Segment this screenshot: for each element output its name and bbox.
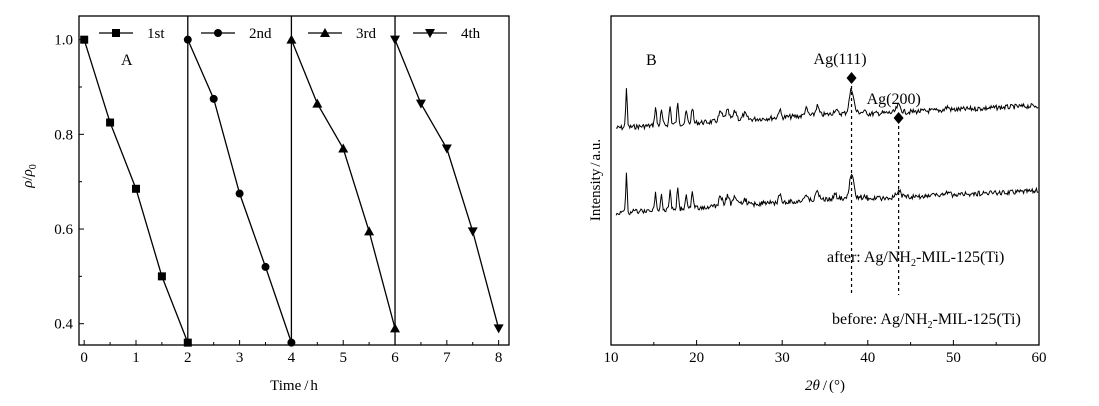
panel-a-legend: 1st 2nd 3rd 4th (99, 26, 481, 42)
data-point-1st (131, 184, 140, 193)
x-tick-label: 20 (689, 350, 704, 366)
panel-b-xrd-patterns: 10 20 30 40 50 60 Ag(111) Ag(200) B after: Ag/… (588, 15, 1047, 394)
xrd-curve-after (615, 87, 1039, 131)
peak-diamond-marker (893, 112, 904, 124)
xrd-curve-before (615, 172, 1039, 216)
data-point-1st (157, 272, 166, 281)
panel-b-curves (615, 87, 1039, 216)
data-point-2nd (261, 262, 270, 271)
panel-a-label: A (121, 52, 133, 69)
y-tick-label: 1.0 (54, 33, 73, 49)
y-tick-label: 0.4 (54, 317, 73, 333)
panel-a-x-ticks: 0 1 2 3 4 5 6 7 8 (80, 340, 502, 366)
y-tick-label: 0.8 (54, 127, 73, 143)
legend-marker-3rd (320, 28, 330, 37)
x-tick-label: 30 (775, 350, 790, 366)
panel-a-degradation-cycles: 0 1 2 3 4 5 6 7 8 0.4 0.6 0.8 1.0 1st 2nd 3rd 4th A Ti… (20, 15, 510, 394)
data-point-4th (467, 227, 478, 237)
data-point-3rd (390, 323, 401, 333)
legend-label-2nd: 2nd (249, 26, 272, 42)
data-point-2nd (287, 338, 296, 347)
x-tick-label: 1 (132, 350, 140, 366)
data-point-1st (106, 118, 115, 127)
peak-label: Ag(200) (867, 91, 921, 108)
data-point-2nd (183, 35, 192, 44)
x-tick-label: 5 (339, 350, 347, 366)
x-tick-label: 40 (860, 350, 875, 366)
data-point-2nd (209, 94, 218, 103)
data-point-4th (390, 35, 401, 45)
data-point-3rd (338, 143, 349, 153)
x-tick-label: 10 (604, 350, 619, 366)
panel-b-x-ticks: 10 20 30 40 50 60 (604, 340, 1047, 366)
data-point-2nd (235, 189, 244, 198)
data-point-1st (80, 35, 89, 44)
data-point-3rd (312, 98, 323, 108)
data-point-4th (415, 99, 426, 109)
data-point-3rd (364, 226, 375, 236)
panel-a-y-axis-label: ρ/ρ0 (20, 164, 39, 189)
x-tick-label: 4 (288, 350, 296, 366)
x-tick-label: 50 (946, 350, 961, 366)
panel-b-y-axis-label: Intensity/a.u. (588, 139, 604, 221)
x-tick-label: 6 (391, 350, 399, 366)
data-point-4th (441, 144, 452, 154)
x-tick-label: 60 (1032, 350, 1047, 366)
x-tick-label: 0 (80, 350, 88, 366)
legend-marker-1st (112, 29, 120, 37)
y-tick-label: 0.6 (54, 222, 73, 238)
panel-a-frame (78, 15, 510, 346)
panel-a-series (80, 34, 504, 347)
legend-label-3rd: 3rd (356, 26, 376, 42)
panel-b-x-axis-label: 2θ / (°) (805, 378, 845, 394)
x-tick-label: 3 (236, 350, 244, 366)
after-annotation: after: Ag/NH2-MIL-125(Ti) (827, 249, 1004, 269)
data-point-1st (183, 338, 192, 347)
peak-diamond-marker (846, 72, 857, 84)
series-line-4th (394, 39, 500, 329)
before-annotation: before: Ag/NH2-MIL-125(Ti) (832, 311, 1021, 331)
data-point-3rd (286, 34, 297, 44)
x-tick-label: 7 (443, 350, 451, 366)
legend-label-1st: 1st (147, 26, 165, 42)
data-point-4th (493, 324, 504, 334)
panel-a-y-ticks: 0.4 0.6 0.8 1.0 (54, 33, 84, 333)
panel-b-peak-markers: Ag(111) Ag(200) (814, 51, 921, 295)
x-tick-label: 8 (495, 350, 503, 366)
legend-marker-2nd (214, 29, 222, 37)
x-tick-label: 2 (184, 350, 192, 366)
legend-marker-4th (425, 29, 435, 38)
panel-a-cycle-dividers (187, 16, 396, 345)
panel-b-label: B (646, 52, 657, 69)
series-line-3rd (290, 39, 396, 329)
legend-label-4th: 4th (461, 26, 481, 42)
panel-a-x-axis-label: Time / h (270, 378, 318, 394)
peak-label: Ag(111) (814, 51, 867, 68)
